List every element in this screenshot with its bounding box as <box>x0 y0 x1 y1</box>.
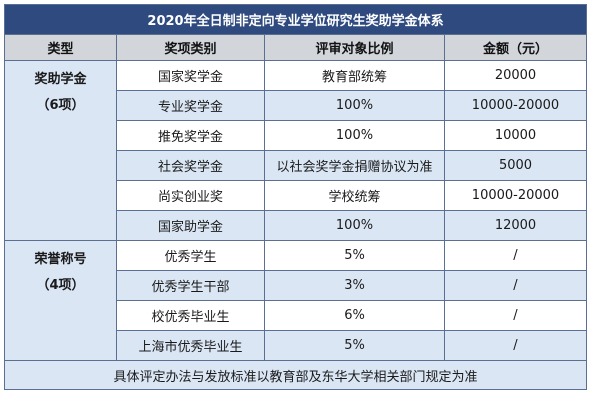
table-row: 尚实创业奖 学校统筹 10000-20000 <box>5 180 587 211</box>
header-amount: 金额（元） <box>444 34 587 61</box>
category-cell: 校优秀毕业生 <box>116 300 265 331</box>
ratio-cell: 6% <box>264 300 445 331</box>
table-row: 推免奖学金 100% 10000 <box>5 120 587 151</box>
amount-cell: 10000-20000 <box>444 90 587 121</box>
amount-cell: / <box>444 240 587 271</box>
title-row: 2020年全日制非定向专业学位研究生奖助学金体系 <box>4 4 587 35</box>
table-row: 奖助学金 （6项） 国家奖学金 教育部统筹 20000 <box>4 60 587 241</box>
category-cell: 上海市优秀毕业生 <box>116 330 265 361</box>
amount-cell: / <box>444 330 587 361</box>
ratio-cell: 教育部统筹 <box>264 60 445 91</box>
table-row: 荣誉称号 （4项） 优秀学生 5% / <box>4 240 587 361</box>
group-cell-honor: 荣誉称号 （4项） <box>4 240 117 361</box>
ratio-cell: 100% <box>264 90 445 121</box>
table-row: 校优秀毕业生 6% / <box>5 300 587 331</box>
footer-row: 具体评定办法与发放标准以教育部及东华大学相关部门规定为准 <box>4 360 587 390</box>
amount-cell: 10000-20000 <box>444 180 587 211</box>
header-category: 奖项类别 <box>116 34 265 61</box>
ratio-cell: 以社会奖学金捐赠协议为准 <box>264 150 445 181</box>
amount-cell: 20000 <box>444 60 587 91</box>
ratio-cell: 5% <box>264 330 445 361</box>
category-cell: 优秀学生 <box>116 240 265 271</box>
category-cell: 专业奖学金 <box>116 90 265 121</box>
amount-cell: 10000 <box>444 120 587 151</box>
amount-cell: 5000 <box>444 150 587 181</box>
ratio-cell: 学校统筹 <box>264 180 445 211</box>
footer-note: 具体评定办法与发放标准以教育部及东华大学相关部门规定为准 <box>4 360 587 390</box>
ratio-cell: 100% <box>264 120 445 151</box>
ratio-cell: 100% <box>264 210 445 241</box>
category-cell: 推免奖学金 <box>116 120 265 151</box>
scholarship-table-frame: 2020年全日制非定向专业学位研究生奖助学金体系 类型 奖项类别 评审对象比例 … <box>4 4 587 412</box>
table-row: 上海市优秀毕业生 5% / <box>5 330 587 361</box>
table-title: 2020年全日制非定向专业学位研究生奖助学金体系 <box>4 4 587 35</box>
header-type: 类型 <box>4 34 117 61</box>
header-row: 类型 奖项类别 评审对象比例 金额（元） <box>4 34 587 61</box>
amount-cell: / <box>444 270 587 301</box>
ratio-cell: 3% <box>264 270 445 301</box>
group-name: 荣誉称号 <box>34 252 87 267</box>
category-cell: 尚实创业奖 <box>116 180 265 211</box>
amount-cell: 12000 <box>444 210 587 241</box>
category-cell: 社会奖学金 <box>116 150 265 181</box>
scholarship-table: 2020年全日制非定向专业学位研究生奖助学金体系 类型 奖项类别 评审对象比例 … <box>4 4 587 390</box>
amount-cell: / <box>444 300 587 331</box>
table-row: 社会奖学金 以社会奖学金捐赠协议为准 5000 <box>5 150 587 181</box>
ratio-cell: 5% <box>264 240 445 271</box>
category-cell: 国家助学金 <box>116 210 265 241</box>
table-row: 国家助学金 100% 12000 <box>5 210 587 241</box>
category-cell: 国家奖学金 <box>116 60 265 91</box>
category-cell: 优秀学生干部 <box>116 270 265 301</box>
group-name: 奖助学金 <box>34 72 87 87</box>
table-row: 专业奖学金 100% 10000-20000 <box>5 90 587 121</box>
group-cell-scholarship: 奖助学金 （6项） <box>4 60 117 241</box>
group-count: （6项） <box>36 98 85 113</box>
header-ratio: 评审对象比例 <box>264 34 445 61</box>
group-count: （4项） <box>36 278 85 293</box>
